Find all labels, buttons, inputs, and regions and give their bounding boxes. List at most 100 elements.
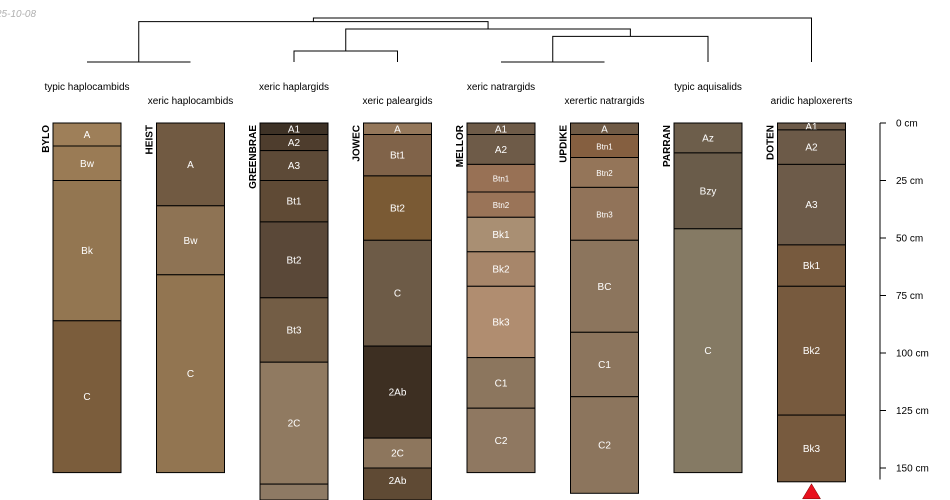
horizon-label: A1 xyxy=(288,124,301,135)
horizon-label: Bt2 xyxy=(286,255,301,266)
horizon-label: A2 xyxy=(495,145,508,156)
horizon-label: C xyxy=(187,369,194,380)
horizon-label: 2C xyxy=(391,449,404,460)
depth-tick-label: 25 cm xyxy=(896,176,923,187)
truncation-marker-icon xyxy=(802,483,821,500)
horizon-bk1 xyxy=(466,216,536,253)
horizon-a3 xyxy=(777,163,846,246)
profile-id-label: BYLO xyxy=(41,125,52,153)
profile-id-label: DOTEN xyxy=(766,125,777,160)
horizon-label: Bk1 xyxy=(803,261,821,272)
horizon-c xyxy=(673,228,743,474)
horizon-bk3 xyxy=(466,285,536,359)
date-stamp: 25-10-08 xyxy=(0,9,37,20)
horizon-label: Bt1 xyxy=(390,151,405,162)
horizon-label: Bt2 xyxy=(390,204,405,215)
horizon-btn3 xyxy=(570,186,639,241)
horizon-c2 xyxy=(466,407,536,474)
profile-parran: typic aquisalids PARRAN Az Bzy C xyxy=(662,82,743,474)
taxon-label: aridic haploxererts xyxy=(771,96,853,107)
dendrogram-branch xyxy=(312,17,812,62)
horizon-label: Btn3 xyxy=(596,210,613,219)
profile-mellor: xeric natrargids MELLOR A1 A2 Btn1 Btn2 Bk1 Bk2… xyxy=(455,82,536,474)
taxon-label: typic aquisalids xyxy=(674,82,742,93)
horizon-bt1 xyxy=(363,134,432,177)
horizon-label: Bt3 xyxy=(286,326,301,337)
horizon-label: 2C xyxy=(288,419,301,430)
taxon-label: xeric natrargids xyxy=(467,82,535,93)
profile-id-label: JOWEC xyxy=(352,125,363,162)
horizon-label: C2 xyxy=(598,441,611,452)
horizon-bt3 xyxy=(259,297,329,363)
horizon-label: Btn1 xyxy=(493,175,510,184)
dendrogram-branch xyxy=(345,28,631,51)
horizon-label: C2 xyxy=(495,436,508,447)
horizon-c xyxy=(156,274,225,474)
dendrogram xyxy=(87,17,812,63)
profile-updike: xerertic natrargids UPDIKE A Btn1 Btn2 Btn3 BC… xyxy=(559,96,645,494)
taxon-label: xeric haplocambids xyxy=(148,96,234,107)
horizon-btn2 xyxy=(466,191,536,218)
horizon-c xyxy=(363,239,432,347)
horizon-c1 xyxy=(466,357,536,409)
horizon-label: 2Ab xyxy=(389,476,407,487)
horizon-c xyxy=(52,320,122,474)
horizon-bt2 xyxy=(259,221,329,299)
taxon-label: xeric haplargids xyxy=(259,82,329,93)
horizon-az xyxy=(673,122,743,154)
horizon-label: Bk2 xyxy=(803,346,821,357)
horizon-label: Btn2 xyxy=(493,201,510,210)
profile-jowec: xeric paleargids JOWEC A Bt1 Bt2 C 2Ab 2C 2Ab xyxy=(352,96,433,500)
horizon-bzy xyxy=(673,152,743,230)
horizon-label: C1 xyxy=(495,378,508,389)
horizon-label: Bw xyxy=(184,236,199,247)
horizon-label: A xyxy=(84,130,91,141)
depth-tick-label: 75 cm xyxy=(896,291,923,302)
horizon-label: A xyxy=(187,160,194,171)
horizon-label: A3 xyxy=(805,200,818,211)
horizon-label: C1 xyxy=(598,360,611,371)
depth-tick-label: 0 cm xyxy=(896,119,918,130)
depth-tick-label: 125 cm xyxy=(896,406,929,417)
horizon-label: Az xyxy=(702,133,714,144)
horizon-label: A xyxy=(394,124,401,135)
profile-id-label: HEIST xyxy=(145,125,156,154)
horizon-a2 xyxy=(777,129,846,165)
horizon-label: Bk3 xyxy=(492,317,510,328)
dendrogram-branch xyxy=(138,21,489,62)
horizon-label: A3 xyxy=(288,161,301,172)
horizon-btn2 xyxy=(570,157,639,188)
profile-doten: aridic haploxererts DOTEN A1 A2 A3 Bk1 Bk2 Bk3 xyxy=(766,96,853,500)
profile-greenbrae: xeric haplargids GREENBRAE A1 A2 A3 Bt1 Bt2 Bt3… xyxy=(248,82,329,500)
horizon-label: Bt1 xyxy=(286,197,301,208)
horizon-bc xyxy=(570,239,639,333)
profile-id-label: PARRAN xyxy=(662,125,673,167)
taxon-label: xeric paleargids xyxy=(362,96,432,107)
profile-id-label: UPDIKE xyxy=(559,125,570,163)
horizon-c2 xyxy=(570,396,639,494)
horizon-unlabeled xyxy=(259,483,329,500)
horizon-label: 2Ab xyxy=(389,388,407,399)
horizon-label: A xyxy=(601,124,608,135)
horizon-label: C xyxy=(83,392,90,403)
depth-tick-label: 150 cm xyxy=(896,464,929,475)
horizon-2ab xyxy=(363,467,432,500)
profile-id-label: MELLOR xyxy=(455,124,466,167)
horizon-2c xyxy=(259,361,329,485)
horizon-label: Bk3 xyxy=(803,444,821,455)
horizon-bk3 xyxy=(777,414,846,483)
horizon-c1 xyxy=(570,331,639,398)
horizon-bt2 xyxy=(363,175,432,241)
horizon-label: Bk xyxy=(81,246,94,257)
horizon-a xyxy=(156,122,225,207)
dendrogram-branch xyxy=(293,50,398,62)
profile-bylo: typic haplocambids BYLO A Bw Bk C xyxy=(41,82,130,474)
horizon-label: Bk2 xyxy=(492,265,510,276)
taxon-label: typic haplocambids xyxy=(44,82,129,93)
horizon-2ab xyxy=(363,345,432,439)
taxon-label: xerertic natrargids xyxy=(564,96,644,107)
horizon-label: A2 xyxy=(805,143,818,154)
horizon-a3 xyxy=(259,150,329,182)
